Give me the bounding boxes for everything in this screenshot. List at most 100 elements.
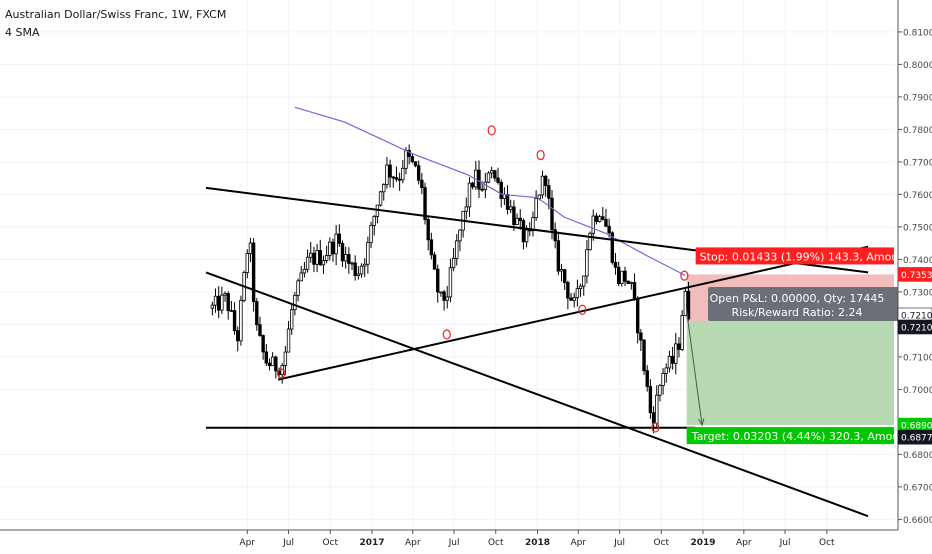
candle-body xyxy=(220,294,224,311)
candle-body xyxy=(337,233,342,244)
time-tick-label: Jul xyxy=(448,538,460,548)
candle-body xyxy=(578,285,583,290)
target-label: Target: 0.03203 (4.44%) 320.3, Amount: 1… xyxy=(691,430,932,443)
candle-body xyxy=(267,362,272,367)
candle-body xyxy=(372,216,376,226)
target-badge-bg xyxy=(686,427,894,445)
position-info-box: Open P&L: 0.00000, Qty: 17445Risk/Reward… xyxy=(708,287,900,321)
time-tick-label: 2019 xyxy=(690,538,715,548)
stop-badge: Stop: 0.01433 (1.99%) 143.3, Amount: 750… xyxy=(695,247,932,265)
candle-body xyxy=(591,215,595,234)
candle-body xyxy=(299,272,303,282)
candle-body xyxy=(636,298,640,334)
candle-body xyxy=(397,178,402,181)
price-badge-label: 0.72105 xyxy=(901,323,932,333)
price-badge-label: 0.73538 xyxy=(901,271,932,281)
price-tick-label: 0.66000 xyxy=(903,516,932,526)
candle-body xyxy=(648,386,653,414)
candle-body xyxy=(363,263,367,267)
price-badge-label: 0.68902 xyxy=(901,422,932,432)
candle-body xyxy=(216,295,221,311)
candle-body xyxy=(255,301,259,326)
candle-body xyxy=(677,343,681,350)
time-tick-label: Jul xyxy=(613,538,625,548)
candle-body xyxy=(451,257,456,269)
candle-body xyxy=(553,229,557,242)
time-tick-label: 2018 xyxy=(525,538,550,548)
candle-body xyxy=(616,266,621,284)
candle-body xyxy=(378,191,383,206)
candle-body xyxy=(258,324,262,336)
candle-body xyxy=(604,218,608,227)
candle-body xyxy=(210,304,215,309)
candle-body xyxy=(343,254,348,262)
candle-body xyxy=(239,300,243,342)
candle-body xyxy=(270,356,275,367)
candle-body xyxy=(229,310,234,312)
candle-body xyxy=(448,267,453,298)
candle-body xyxy=(559,269,564,272)
candle-body xyxy=(518,217,522,221)
candle-body xyxy=(562,269,567,283)
candle-body xyxy=(366,242,370,265)
time-tick-label: 2017 xyxy=(359,538,384,548)
candle-body xyxy=(309,252,313,258)
candle-body xyxy=(632,282,637,300)
candle-body xyxy=(296,280,300,296)
candle-body xyxy=(369,224,373,243)
pivot-marker xyxy=(277,368,286,379)
candle-body xyxy=(283,351,288,366)
candle-body xyxy=(251,242,256,302)
candle-body xyxy=(432,254,437,270)
candle-body xyxy=(664,367,668,374)
candle-body xyxy=(499,181,503,199)
candle-body xyxy=(467,182,472,208)
candle-body xyxy=(445,296,449,301)
trendline xyxy=(277,245,869,381)
candle-body xyxy=(543,175,548,186)
stop-badge-bg xyxy=(695,247,894,265)
candle-body xyxy=(566,282,570,299)
pnl-label: Open P&L: 0.00000, Qty: 17445 xyxy=(710,292,885,305)
position-info-bg xyxy=(708,287,900,321)
price-badge-label: 0.68776 xyxy=(901,434,932,444)
pivot-marker xyxy=(680,270,689,281)
candle-body xyxy=(391,176,395,179)
candle-body xyxy=(455,240,459,259)
candle-body xyxy=(601,216,605,220)
candle-body xyxy=(620,270,624,284)
candle-body xyxy=(324,255,329,262)
candle-body xyxy=(464,206,468,212)
time-tick-label: Apr xyxy=(405,538,421,548)
candle-body xyxy=(658,385,662,396)
pivot-marker xyxy=(651,422,660,433)
candle-body xyxy=(223,293,227,296)
candle-body xyxy=(480,188,484,191)
candle-body xyxy=(505,194,510,210)
time-tick-label: Oct xyxy=(488,538,504,548)
projection-arrow-line xyxy=(685,308,703,426)
candle-body xyxy=(286,328,291,353)
candle-body xyxy=(305,256,310,270)
candle-body xyxy=(547,185,551,199)
candle-body xyxy=(470,182,475,188)
candle-body xyxy=(477,169,481,190)
projection-arrow-head xyxy=(698,418,705,427)
candle-body xyxy=(680,315,684,350)
price-badge-bg xyxy=(897,429,932,445)
candle-body xyxy=(512,206,516,226)
candle-body xyxy=(312,252,316,265)
candle-body xyxy=(597,216,602,222)
candle-body xyxy=(274,356,278,372)
target-zone xyxy=(686,320,894,426)
candle-body xyxy=(572,297,576,301)
candle-body xyxy=(334,233,338,255)
candle-body xyxy=(236,330,240,342)
